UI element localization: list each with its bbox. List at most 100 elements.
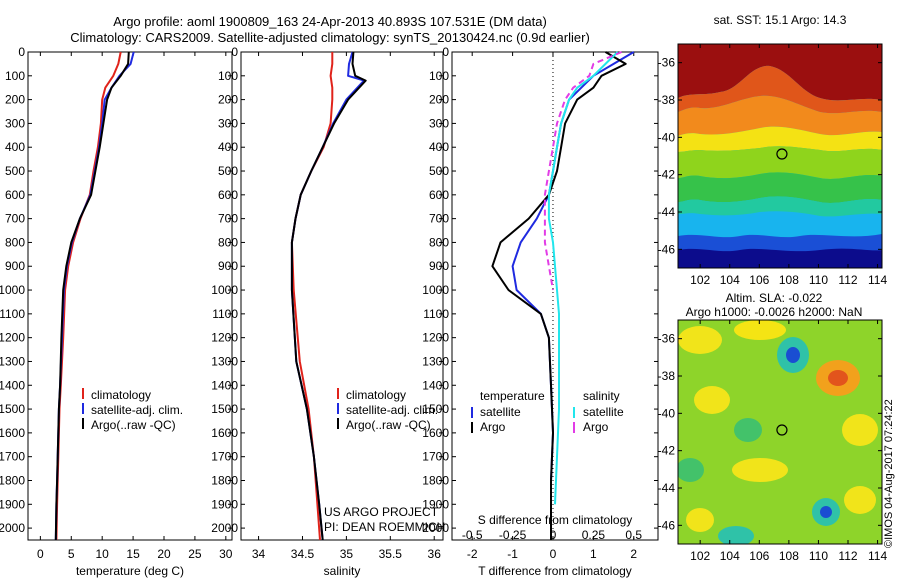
y-tick-label: 900 [429, 259, 449, 273]
legend-label: satellite-adj. clim. [346, 403, 438, 417]
x-tick-label: 106 [749, 549, 769, 563]
y-tick-label: 2000 [211, 521, 238, 535]
y-tick-label: 1800 [0, 473, 25, 487]
y-tick-label: 1900 [211, 497, 238, 511]
y-tick-label: 200 [429, 93, 449, 107]
legend-label: satellite-adj. clim. [91, 403, 183, 417]
y-tick-label: 800 [429, 235, 449, 249]
y-tick-label: 900 [5, 259, 25, 273]
legend-label: Argo [480, 420, 506, 434]
y-tick-label: -44 [658, 481, 676, 495]
y-tick-label: 1100 [423, 307, 449, 321]
figure-title-line-1: Argo profile: aoml 1900809_163 24-Apr-20… [113, 14, 547, 29]
map-frame [677, 319, 883, 545]
x-tick-label: 108 [779, 549, 799, 563]
legend-label: climatology [91, 388, 151, 402]
argo-position-marker [776, 424, 788, 436]
series-line [290, 51, 365, 541]
y-tick-label: -46 [658, 518, 676, 532]
y-tick-label: 1100 [212, 307, 238, 321]
x-tick-label: 34.5 [291, 547, 315, 561]
legend-label: satellite [583, 405, 624, 419]
legend-label: Argo [583, 420, 609, 434]
x-tick-label: -2 [467, 547, 478, 561]
series-line [543, 51, 622, 291]
y-tick-label: 1700 [211, 450, 238, 464]
series-line [547, 51, 619, 505]
top-tick-label: 0 [550, 528, 557, 542]
y-tick-label: -38 [658, 369, 676, 383]
y-tick-label: -36 [658, 332, 676, 346]
y-tick-label: 100 [218, 69, 238, 83]
y-tick-label: 1300 [211, 354, 238, 368]
y-tick-label: 400 [429, 140, 449, 154]
sla-map-panel: -36 -38 -40 -42 -44 -46 102 104 106 108 110 112 114 A… [658, 291, 888, 563]
y-tick-label: 1800 [422, 473, 449, 487]
legend-label: Argo(..raw -QC) [91, 418, 176, 432]
y-tick-label: 1400 [422, 378, 449, 392]
series-line [54, 51, 130, 541]
y-tick-label: 1700 [0, 450, 25, 464]
y-tick-label: 1600 [422, 426, 449, 440]
sst-map-image [678, 44, 882, 268]
legend-label: satellite [480, 405, 521, 419]
series-line [55, 51, 122, 541]
y-tick-label: 2000 [0, 521, 25, 535]
y-tick-label: 600 [429, 188, 449, 202]
y-tick-label: 1500 [0, 402, 25, 416]
x-tick-label: 2 [630, 547, 637, 561]
series-line [290, 52, 334, 541]
x-tick-label: 102 [690, 273, 710, 287]
plot-frame [451, 51, 659, 541]
y-tick-label: 1900 [0, 497, 25, 511]
y-tick-label: 200 [5, 93, 25, 107]
difference-panel: 0100200300400500600700800900100011001200… [422, 45, 659, 578]
x-tick-label: 20 [157, 547, 171, 561]
y-tick-label: 1000 [0, 283, 25, 297]
x-tick-label: 34 [252, 547, 266, 561]
x-tick-label: 5 [68, 547, 75, 561]
annotation-text: PI: DEAN ROEMMICH [324, 520, 445, 534]
y-tick-label: -38 [658, 93, 676, 107]
x-tick-label: 110 [809, 273, 828, 287]
y-tick-label: 700 [5, 212, 25, 226]
y-tick-label: 0 [231, 45, 238, 59]
y-tick-label: 1400 [211, 378, 238, 392]
y-tick-label: -44 [658, 205, 676, 219]
y-tick-label: 900 [218, 259, 238, 273]
x-axis-label: temperature (deg C) [76, 564, 184, 578]
plot-frame [240, 51, 444, 541]
x-tick-label: 102 [690, 549, 710, 563]
map-title: sat. SST: 15.1 Argo: 14.3 [714, 13, 847, 27]
top-axis-label: S difference from climatology [478, 513, 633, 527]
series-line [511, 51, 635, 540]
y-tick-label: 0 [18, 45, 25, 59]
x-tick-label: 104 [720, 273, 740, 287]
y-tick-label: 1800 [211, 473, 238, 487]
y-tick-label: 600 [5, 188, 25, 202]
x-tick-label: 30 [219, 547, 233, 561]
y-tick-label: 1500 [211, 402, 238, 416]
x-tick-label: 35.5 [379, 547, 403, 561]
x-tick-label: 106 [749, 273, 769, 287]
y-tick-label: 1200 [0, 331, 25, 345]
y-tick-label: 500 [429, 164, 449, 178]
legend-heading: salinity [583, 389, 620, 403]
series-line [290, 51, 367, 541]
x-tick-label: 1 [590, 547, 597, 561]
y-tick-label: 1000 [211, 283, 238, 297]
series-line [54, 51, 135, 541]
y-tick-label: 1900 [422, 497, 449, 511]
y-tick-label: 100 [5, 69, 25, 83]
x-tick-label: 104 [720, 549, 740, 563]
y-tick-label: 1400 [0, 378, 25, 392]
x-tick-label: 0 [550, 547, 557, 561]
y-tick-label: 600 [218, 188, 238, 202]
legend-label: Argo(..raw -QC) [346, 418, 431, 432]
x-tick-label: 25 [188, 547, 202, 561]
imos-timestamp: ©IMOS 04-Aug-2017 07:24:22 [883, 399, 895, 548]
y-tick-label: 1500 [422, 402, 449, 416]
figure-title-line-2: Climatology: CARS2009. Satellite-adjuste… [70, 30, 590, 45]
x-tick-label: 15 [126, 547, 140, 561]
